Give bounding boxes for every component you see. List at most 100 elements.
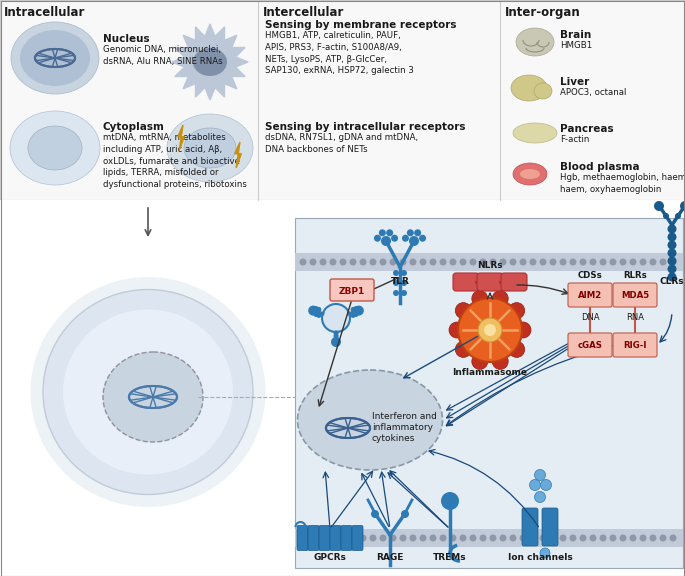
Text: Intercellular: Intercellular	[263, 6, 345, 19]
Text: Inflammasome: Inflammasome	[453, 368, 527, 377]
Polygon shape	[172, 24, 248, 100]
Circle shape	[360, 535, 366, 541]
FancyBboxPatch shape	[308, 525, 319, 551]
Circle shape	[314, 312, 319, 317]
Text: Blood plasma: Blood plasma	[560, 162, 640, 172]
Text: Brain: Brain	[560, 30, 591, 40]
Circle shape	[429, 535, 436, 541]
Circle shape	[449, 322, 465, 338]
Circle shape	[590, 259, 597, 266]
Circle shape	[484, 324, 496, 336]
Circle shape	[401, 270, 407, 276]
Circle shape	[419, 535, 427, 541]
Circle shape	[369, 535, 377, 541]
Ellipse shape	[43, 290, 253, 495]
Circle shape	[399, 259, 406, 266]
Circle shape	[667, 256, 677, 266]
Circle shape	[401, 290, 407, 296]
Text: TLR: TLR	[390, 277, 410, 286]
FancyBboxPatch shape	[501, 273, 527, 291]
Circle shape	[402, 234, 409, 242]
Ellipse shape	[520, 169, 540, 179]
Circle shape	[478, 318, 502, 342]
Circle shape	[381, 236, 391, 246]
Circle shape	[329, 259, 336, 266]
Circle shape	[349, 259, 356, 266]
FancyBboxPatch shape	[568, 283, 612, 307]
FancyBboxPatch shape	[522, 508, 538, 546]
Polygon shape	[235, 142, 241, 168]
Ellipse shape	[28, 126, 82, 170]
Circle shape	[456, 302, 471, 319]
Circle shape	[669, 259, 677, 266]
Circle shape	[667, 233, 677, 241]
Text: HMGB1: HMGB1	[560, 41, 593, 50]
Circle shape	[310, 535, 316, 541]
Circle shape	[540, 548, 550, 558]
Text: AIM2: AIM2	[578, 291, 602, 301]
Circle shape	[540, 535, 547, 541]
Circle shape	[340, 535, 347, 541]
Circle shape	[299, 259, 306, 266]
Ellipse shape	[516, 28, 554, 56]
Circle shape	[391, 234, 398, 242]
Circle shape	[667, 241, 677, 249]
Circle shape	[619, 259, 627, 266]
Circle shape	[456, 342, 471, 357]
Text: Interferon and
inflammatory
cytokines: Interferon and inflammatory cytokines	[372, 412, 437, 443]
Circle shape	[379, 259, 386, 266]
Circle shape	[660, 259, 667, 266]
Circle shape	[353, 312, 358, 317]
Circle shape	[393, 290, 399, 296]
Circle shape	[379, 229, 386, 236]
Circle shape	[515, 322, 531, 338]
Ellipse shape	[511, 75, 547, 101]
Circle shape	[640, 259, 647, 266]
Text: RIG-I: RIG-I	[623, 342, 647, 351]
Text: Ion channels: Ion channels	[508, 553, 573, 562]
Circle shape	[409, 236, 419, 246]
FancyBboxPatch shape	[453, 273, 479, 291]
Text: mtDNA, mtRNA, metabolites
including ATP, uric acid, Aβ,
oxLDLs, fumarate and bio: mtDNA, mtRNA, metabolites including ATP,…	[103, 133, 247, 189]
Circle shape	[509, 342, 525, 357]
Text: HMGB1, ATP, calreticulin, PAUF,
APIS, PRS3, F-actin, S100A8/A9,
NETs, LysoPS, AT: HMGB1, ATP, calreticulin, PAUF, APIS, PR…	[265, 31, 414, 75]
Circle shape	[569, 535, 577, 541]
Circle shape	[680, 201, 685, 211]
FancyBboxPatch shape	[568, 333, 612, 357]
Circle shape	[440, 259, 447, 266]
Circle shape	[410, 259, 416, 266]
Ellipse shape	[63, 309, 233, 475]
Ellipse shape	[193, 48, 227, 76]
FancyBboxPatch shape	[297, 525, 308, 551]
Circle shape	[663, 213, 669, 219]
Circle shape	[560, 259, 566, 266]
Circle shape	[329, 535, 336, 541]
Circle shape	[569, 259, 577, 266]
Circle shape	[490, 535, 497, 541]
Text: RNA: RNA	[626, 313, 644, 321]
Circle shape	[540, 259, 547, 266]
Ellipse shape	[11, 22, 99, 94]
Circle shape	[549, 535, 556, 541]
Circle shape	[534, 491, 545, 502]
Circle shape	[419, 234, 426, 242]
Circle shape	[440, 535, 447, 541]
Circle shape	[654, 201, 664, 211]
FancyBboxPatch shape	[542, 508, 558, 546]
Circle shape	[630, 535, 636, 541]
Circle shape	[449, 535, 456, 541]
Circle shape	[322, 304, 350, 332]
Circle shape	[351, 307, 356, 312]
Ellipse shape	[534, 83, 552, 99]
FancyBboxPatch shape	[341, 525, 352, 551]
Circle shape	[314, 306, 319, 311]
Circle shape	[460, 259, 466, 266]
Text: cGAS: cGAS	[577, 342, 603, 351]
Circle shape	[499, 259, 506, 266]
Bar	[0, 0, 685, 200]
Circle shape	[401, 510, 409, 518]
Circle shape	[580, 535, 586, 541]
Text: RAGE: RAGE	[376, 553, 403, 562]
Circle shape	[401, 280, 407, 286]
FancyBboxPatch shape	[613, 333, 657, 357]
